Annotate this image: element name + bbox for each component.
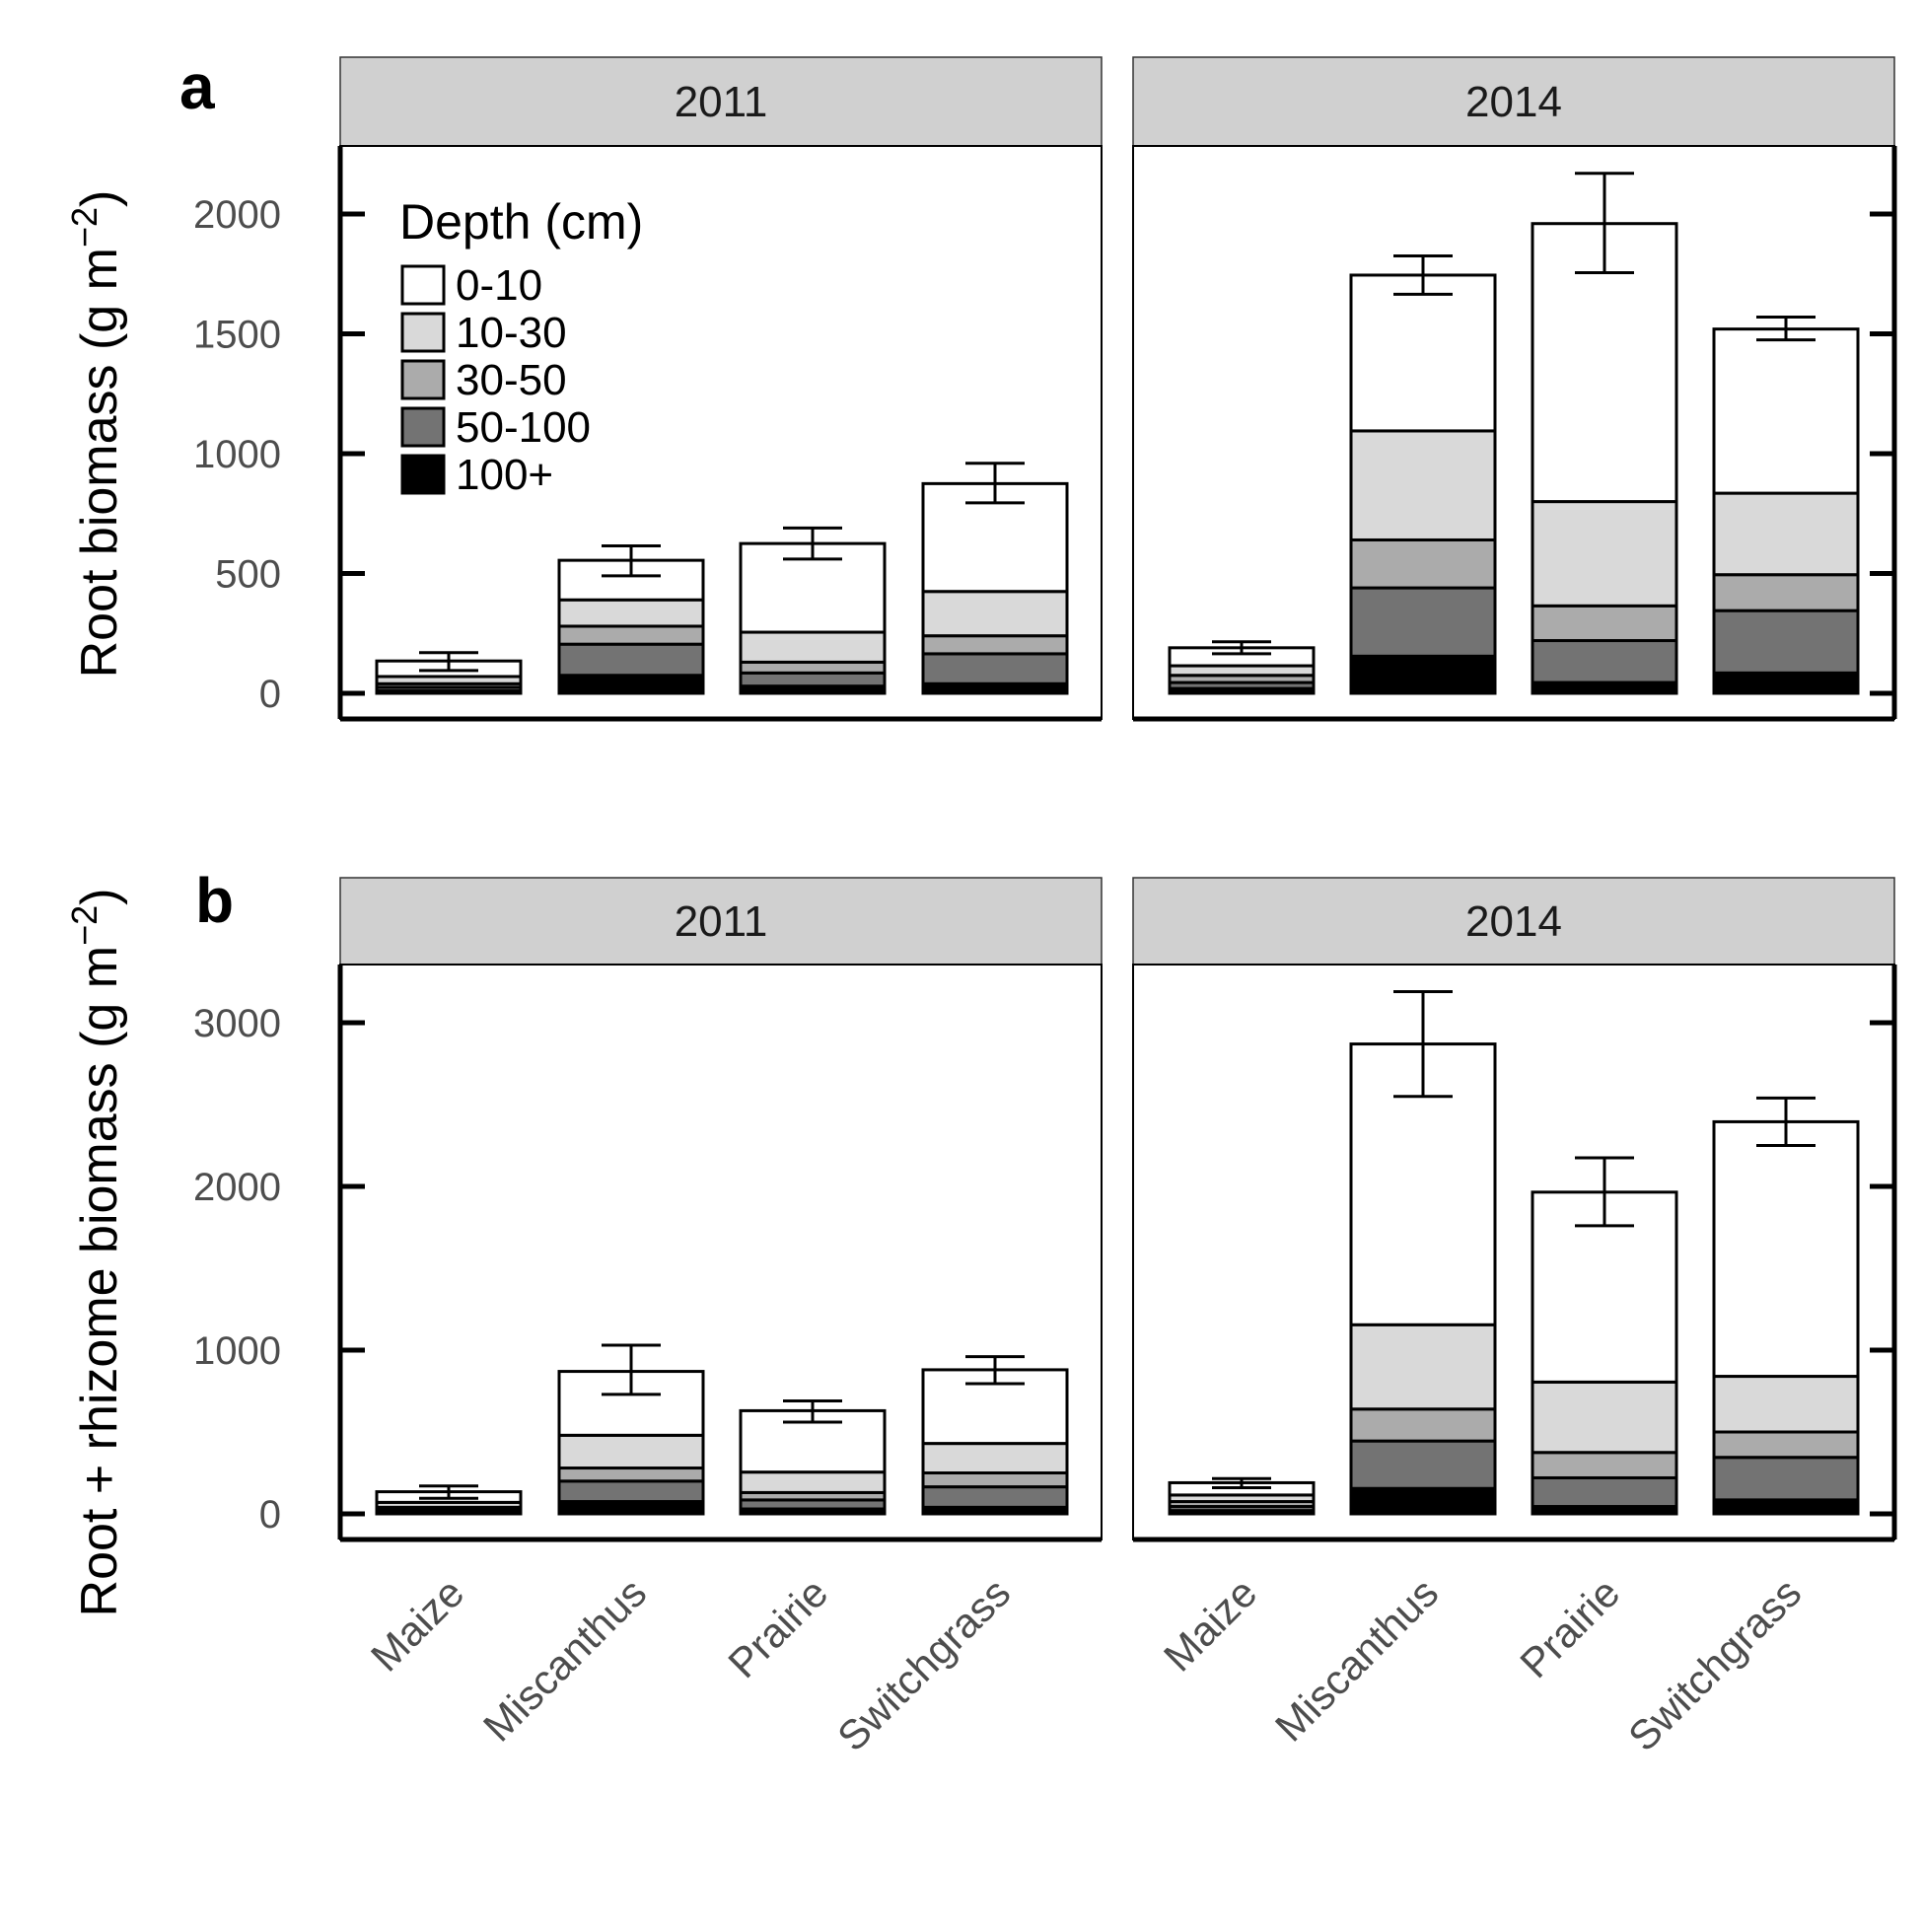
bar-segment-10-30 xyxy=(1349,429,1497,541)
bar-segment-0-10 xyxy=(1712,327,1860,495)
y-axis-title: Root biomass (g m−2) xyxy=(64,190,128,679)
legend-swatch xyxy=(400,359,446,400)
bar-segment-10-30 xyxy=(739,1470,887,1494)
x-category-label: Maize xyxy=(362,1569,472,1680)
bar-segment-10-30 xyxy=(1531,500,1678,608)
bar-segment-30-50 xyxy=(1531,604,1678,643)
bar-segment-50-100 xyxy=(921,1485,1069,1509)
legend-label: 50-100 xyxy=(456,403,591,452)
panel-letter: b xyxy=(195,865,234,936)
legend-label: 30-50 xyxy=(456,356,567,404)
bar-segment-30-50 xyxy=(1349,1407,1497,1443)
facet-strip xyxy=(339,877,1103,966)
bar-segment-0-10 xyxy=(1349,273,1497,433)
y-tick-label: 2000 xyxy=(193,193,281,237)
bar-segment-30-50 xyxy=(1349,537,1497,590)
x-category-label: Miscanthus xyxy=(474,1569,655,1750)
bar-segment-50-100 xyxy=(557,642,705,678)
legend-swatch xyxy=(400,454,446,495)
x-category-label: Switchgrass xyxy=(828,1569,1019,1759)
legend-swatch xyxy=(400,312,446,353)
bar-segment-10-30 xyxy=(557,1433,705,1470)
facet-strip-label: 2011 xyxy=(675,78,768,126)
panel-b: b Root + rhizome biomass (g m−2) 0 1000 2000… xyxy=(64,865,1897,1617)
bar-segment-10-30 xyxy=(739,630,887,664)
bar-segment-30-50 xyxy=(557,1467,705,1483)
bar-segment-50-100 xyxy=(1531,1475,1678,1509)
panel-letter: a xyxy=(179,51,215,122)
y-tick-label: 0 xyxy=(259,673,281,716)
bar-segment-30-50 xyxy=(921,1471,1069,1489)
bar-segment-100-plus xyxy=(1712,671,1860,695)
bar-segment-100-plus xyxy=(1349,1486,1497,1516)
y-tick-label: 2000 xyxy=(193,1166,281,1209)
bar-segment-50-100 xyxy=(1349,1439,1497,1490)
x-category-label: Miscanthus xyxy=(1266,1569,1447,1750)
y-axis-title: Root + rhizome biomass (g m−2) xyxy=(64,889,128,1617)
bar-segment-50-100 xyxy=(1712,1456,1860,1502)
facet-strip xyxy=(1132,56,1895,147)
facet-strip xyxy=(339,56,1103,147)
bar-segment-10-30 xyxy=(1531,1380,1678,1455)
bar-segment-10-30 xyxy=(921,1442,1069,1474)
bar-segment-100-plus xyxy=(1712,1498,1860,1516)
facet-strip xyxy=(1132,877,1895,966)
legend-swatch xyxy=(400,406,446,448)
y-tick-label: 1500 xyxy=(193,314,281,357)
bar-segment-30-50 xyxy=(557,624,705,646)
bar-segment-10-30 xyxy=(921,590,1069,638)
bar-segment-0-10 xyxy=(1712,1119,1860,1379)
y-tick-label: 3000 xyxy=(193,1002,281,1045)
bar-segment-50-100 xyxy=(921,652,1069,685)
x-category-label: Prairie xyxy=(1511,1569,1628,1686)
bar-segment-100-plus xyxy=(557,1500,705,1516)
y-tick-label: 500 xyxy=(215,553,281,597)
bar-segment-50-100 xyxy=(739,671,887,688)
y-tick-label: 0 xyxy=(259,1493,281,1537)
bar-segment-50-100 xyxy=(1349,586,1497,658)
bar-segment-100-plus xyxy=(557,674,705,695)
bar-segment-30-50 xyxy=(921,634,1069,656)
bar-segment-30-50 xyxy=(1712,1430,1860,1460)
legend-swatch xyxy=(400,264,446,306)
bar-segment-10-30 xyxy=(1712,491,1860,577)
bar-segment-50-100 xyxy=(557,1479,705,1504)
bar-segment-30-50 xyxy=(1531,1451,1678,1479)
facet-strip-label: 2014 xyxy=(1465,78,1562,126)
panel-a: a Root biomass (g m−2) 0 500 1000 1500 2000 201… xyxy=(64,51,1897,722)
bar-segment-50-100 xyxy=(1531,639,1678,684)
bar-segment-100-plus xyxy=(1349,654,1497,695)
bar-segment-10-30 xyxy=(1712,1375,1860,1434)
legend-title: Depth (cm) xyxy=(399,194,643,250)
bar-segment-100-plus xyxy=(1531,680,1678,695)
bar-segment-10-30 xyxy=(1349,1323,1497,1411)
facet-strip-label: 2014 xyxy=(1465,897,1562,946)
legend-label: 0-10 xyxy=(456,261,542,310)
bar-segment-30-50 xyxy=(1712,573,1860,612)
x-category-label: Maize xyxy=(1155,1569,1265,1680)
bar-segment-30-50 xyxy=(739,660,887,675)
legend-label: 100+ xyxy=(456,451,553,499)
facet-strip-label: 2011 xyxy=(675,897,768,946)
legend-label: 10-30 xyxy=(456,309,567,357)
bar-segment-10-30 xyxy=(557,598,705,628)
x-category-label: Prairie xyxy=(719,1569,836,1686)
x-category-label: Switchgrass xyxy=(1619,1569,1810,1759)
bar-segment-50-100 xyxy=(1712,608,1860,675)
y-tick-label: 1000 xyxy=(193,1329,281,1373)
y-tick-label: 1000 xyxy=(193,433,281,476)
